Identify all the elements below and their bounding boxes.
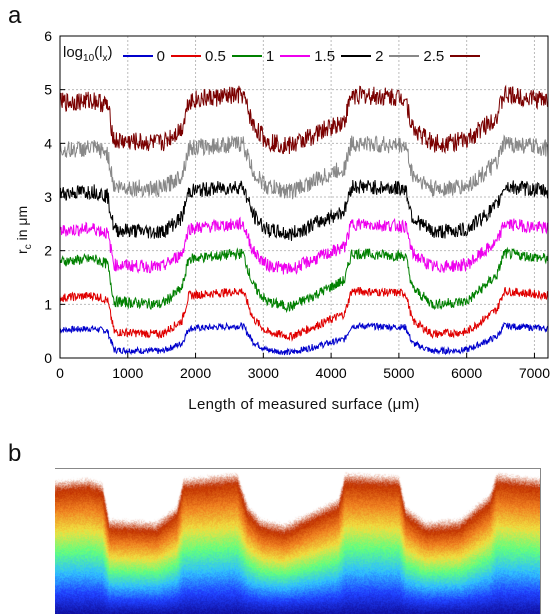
series-line-1 bbox=[59, 246, 549, 314]
legend-entry bbox=[448, 55, 484, 57]
legend-entry: 0 bbox=[121, 48, 165, 65]
grid-lines bbox=[59, 35, 548, 359]
y-tick-label: 1 bbox=[44, 296, 52, 312]
legend-swatch bbox=[171, 55, 201, 57]
series-line-1-5 bbox=[59, 216, 549, 275]
y-axis-label: rc in μm bbox=[14, 205, 34, 254]
legend-entry: 1.5 bbox=[278, 48, 335, 65]
series-line-3 bbox=[59, 84, 549, 155]
legend-label: 2 bbox=[375, 47, 384, 65]
legend-label: 2.5 bbox=[423, 47, 445, 65]
legend-swatch bbox=[341, 55, 372, 57]
legend-label: 1 bbox=[265, 47, 275, 65]
series-line-2-5 bbox=[59, 134, 549, 200]
axis-ticks: 0 1000 2000 3000 4000 5000 6000 7000 0 1 2 3 4 5 6 bbox=[44, 28, 550, 381]
y-tick-label: 6 bbox=[44, 28, 52, 44]
x-tick-label: 7000 bbox=[519, 365, 550, 381]
series-layer bbox=[59, 84, 549, 356]
legend-entry: 2 bbox=[339, 48, 383, 65]
legend-label: 1.5 bbox=[314, 47, 336, 65]
panel-label-b: b bbox=[8, 440, 22, 467]
y-tick-label: 2 bbox=[44, 243, 52, 259]
legend-swatch bbox=[450, 55, 481, 57]
heatmap-image bbox=[55, 468, 541, 614]
y-tick-label: 3 bbox=[44, 189, 52, 205]
legend-title: log10(lx) bbox=[63, 44, 113, 64]
legend-label: 0 bbox=[156, 47, 165, 65]
legend-entry: 0.5 bbox=[169, 48, 226, 65]
y-tick-label: 4 bbox=[44, 135, 52, 151]
x-tick-label: 4000 bbox=[316, 365, 347, 381]
x-axis-label: Length of measured surface (μm) bbox=[188, 396, 420, 413]
series-line-0-5 bbox=[59, 286, 549, 342]
legend-entry: 1 bbox=[230, 48, 274, 65]
x-tick-label: 6000 bbox=[451, 365, 482, 381]
x-tick-label: 3000 bbox=[248, 365, 279, 381]
legend-swatch bbox=[231, 55, 262, 57]
panel-label-a: a bbox=[8, 2, 22, 29]
x-tick-label: 1000 bbox=[112, 365, 143, 381]
x-tick-label: 5000 bbox=[383, 365, 414, 381]
legend-swatch bbox=[280, 55, 311, 57]
legend-label: 0.5 bbox=[205, 47, 226, 65]
line-chart: 0 1000 2000 3000 4000 5000 6000 7000 0 1 2 3 4 5 6 bbox=[44, 28, 550, 381]
legend-swatch bbox=[389, 55, 420, 57]
legend: log10(lx) 0 0.5 1 1.5 2 2.5 bbox=[63, 44, 488, 65]
legend-entry: 2.5 bbox=[387, 48, 444, 65]
series-line-0 bbox=[59, 321, 549, 356]
series-line-2 bbox=[59, 178, 549, 241]
y-tick-label: 5 bbox=[44, 82, 52, 98]
legend-swatch bbox=[122, 55, 153, 57]
y-tick-label: 0 bbox=[44, 350, 52, 366]
x-tick-label: 0 bbox=[56, 365, 64, 381]
x-tick-label: 2000 bbox=[180, 365, 211, 381]
